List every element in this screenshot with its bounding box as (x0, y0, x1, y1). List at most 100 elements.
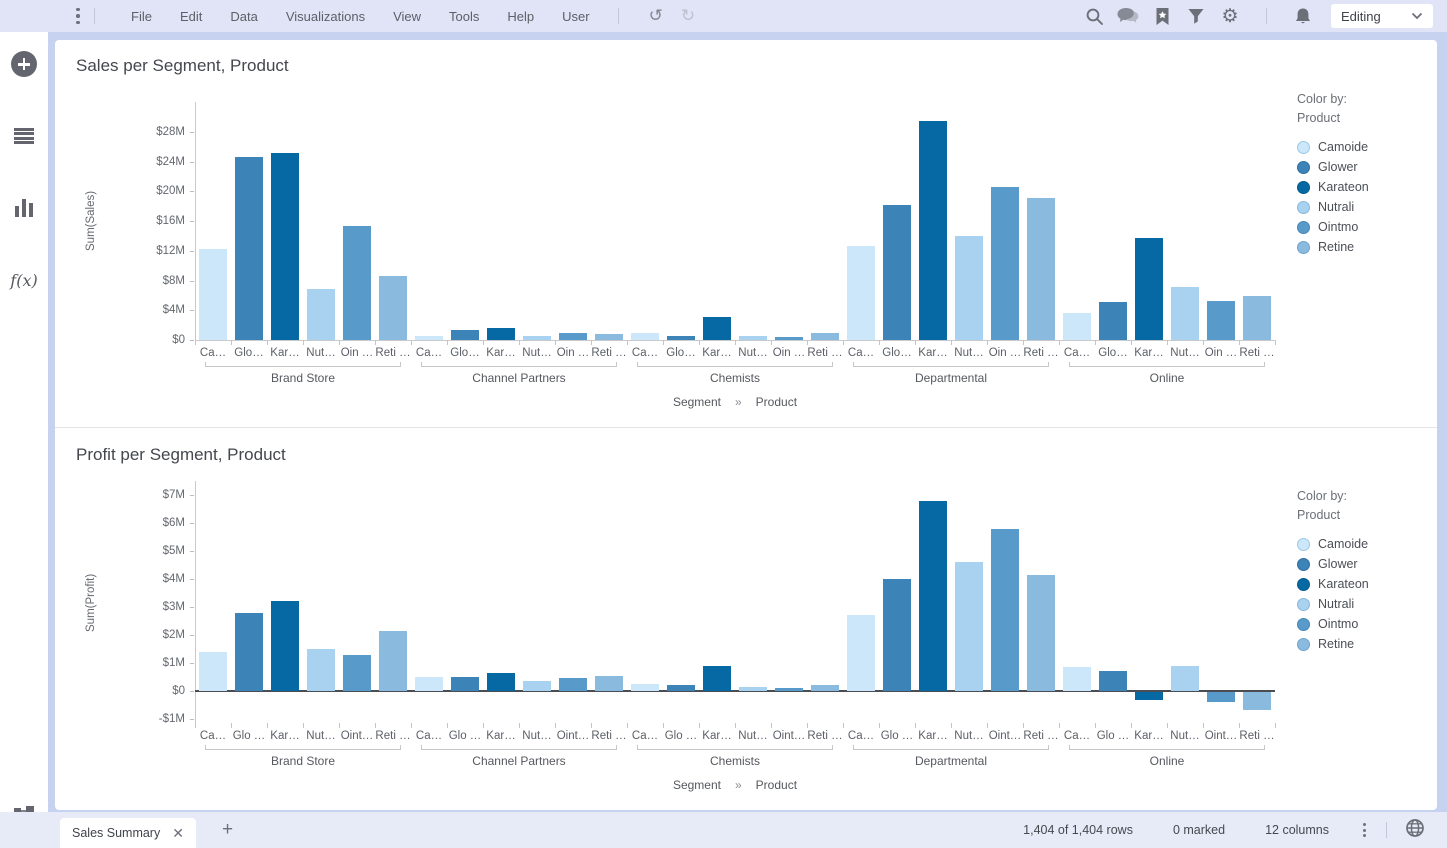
bar-karateon-channel-partners[interactable] (487, 672, 515, 691)
bar-karateon-chemists[interactable] (703, 665, 731, 691)
bar-karateon-online[interactable] (1135, 692, 1163, 701)
bar-glower-online[interactable] (1099, 671, 1127, 691)
legend-item-karateon[interactable]: Karateon (1297, 177, 1437, 197)
settings-gear-icon[interactable]: ⚙ (1221, 5, 1239, 27)
sales-chart-panel[interactable]: Sales per Segment, Product Sum(Sales) $0 $… (55, 40, 1437, 428)
bar-camoide-online[interactable] (1063, 667, 1091, 691)
bookmarks-icon[interactable] (1150, 4, 1174, 28)
bar-camoide-departmental[interactable] (847, 245, 875, 340)
bar-glower-brand-store[interactable] (235, 157, 263, 340)
legend-color-axis[interactable]: Product (1297, 111, 1341, 125)
menu-file[interactable]: File (131, 8, 152, 24)
visualization-types-icon[interactable] (0, 184, 48, 232)
bar-nutrali-departmental[interactable] (955, 562, 983, 691)
legend-item-ointmo[interactable]: Ointmo (1297, 217, 1437, 237)
bar-camoide-chemists[interactable] (631, 332, 659, 340)
bar-camoide-channel-partners[interactable] (415, 677, 443, 691)
bar-nutrali-online[interactable] (1171, 286, 1199, 340)
bar-nutrali-online[interactable] (1171, 665, 1199, 691)
legend-item-camoide[interactable]: Camoide (1297, 137, 1437, 157)
bar-glower-channel-partners[interactable] (451, 677, 479, 691)
add-page-icon[interactable]: + (221, 819, 234, 840)
bar-karateon-departmental[interactable] (919, 500, 947, 691)
menu-data[interactable]: Data (230, 8, 258, 24)
bar-camoide-brand-store[interactable] (199, 651, 227, 691)
menu-edit[interactable]: Edit (179, 8, 203, 24)
legend-item-glower[interactable]: Glower (1297, 157, 1437, 177)
bar-glower-online[interactable] (1099, 302, 1127, 340)
bar-karateon-channel-partners[interactable] (487, 328, 515, 340)
legend-item-camoide[interactable]: Camoide (1297, 534, 1437, 554)
legend-color-axis[interactable]: Product (1297, 508, 1341, 522)
bar-ointmo-departmental[interactable] (991, 186, 1019, 340)
bar-ointmo-brand-store[interactable] (343, 654, 371, 691)
bar-camoide-departmental[interactable] (847, 615, 875, 691)
globe-icon[interactable] (1393, 818, 1431, 843)
legend-item-retine[interactable]: Retine (1297, 237, 1437, 257)
bar-nutrali-chemists[interactable] (739, 686, 767, 691)
bar-retine-brand-store[interactable] (379, 276, 407, 340)
bar-retine-channel-partners[interactable] (595, 334, 623, 340)
comments-icon[interactable] (1116, 4, 1140, 28)
bar-glower-departmental[interactable] (883, 579, 911, 691)
bar-camoide-channel-partners[interactable] (415, 335, 443, 340)
bar-ointmo-chemists[interactable] (775, 688, 803, 691)
bar-karateon-brand-store[interactable] (271, 601, 299, 691)
bar-nutrali-channel-partners[interactable] (523, 335, 551, 340)
notifications-bell-icon[interactable] (1291, 4, 1315, 28)
menu-tools[interactable]: Tools (449, 8, 480, 24)
bar-glower-channel-partners[interactable] (451, 330, 479, 340)
bar-nutrali-brand-store[interactable] (307, 289, 335, 340)
bar-ointmo-brand-store[interactable] (343, 226, 371, 340)
functions-icon[interactable]: f(x) (10, 270, 38, 290)
legend-item-karateon[interactable]: Karateon (1297, 574, 1437, 594)
bar-retine-online[interactable] (1243, 692, 1271, 711)
menu-visualizations[interactable]: Visualizations (285, 8, 366, 24)
profit-chart-panel[interactable]: Profit per Segment, Product Sum(Profit) -… (55, 429, 1437, 810)
bar-nutrali-channel-partners[interactable] (523, 681, 551, 691)
bar-nutrali-brand-store[interactable] (307, 649, 335, 691)
bar-ointmo-channel-partners[interactable] (559, 333, 587, 340)
bar-ointmo-channel-partners[interactable] (559, 678, 587, 691)
menu-user[interactable]: User (562, 8, 590, 24)
bar-karateon-brand-store[interactable] (271, 152, 299, 340)
bar-retine-channel-partners[interactable] (595, 675, 623, 691)
bar-camoide-brand-store[interactable] (199, 248, 227, 340)
bar-camoide-online[interactable] (1063, 312, 1091, 340)
bar-karateon-online[interactable] (1135, 238, 1163, 340)
bar-retine-online[interactable] (1243, 296, 1271, 340)
bar-glower-chemists[interactable] (667, 336, 695, 340)
bar-glower-departmental[interactable] (883, 204, 911, 340)
filters-icon[interactable] (1184, 4, 1208, 28)
bar-nutrali-chemists[interactable] (739, 335, 767, 340)
status-kebab-menu-icon[interactable] (1349, 823, 1380, 837)
legend-item-ointmo[interactable]: Ointmo (1297, 614, 1437, 634)
bar-ointmo-online[interactable] (1207, 301, 1235, 340)
bar-ointmo-online[interactable] (1207, 692, 1235, 702)
editing-mode-dropdown[interactable]: Editing (1331, 4, 1433, 28)
bar-ointmo-departmental[interactable] (991, 528, 1019, 691)
legend-item-nutrali[interactable]: Nutrali (1297, 197, 1437, 217)
new-visualization-icon[interactable] (0, 40, 48, 88)
bar-ointmo-chemists[interactable] (775, 337, 803, 340)
bar-karateon-chemists[interactable] (703, 316, 731, 340)
page-tab-sales-summary[interactable]: Sales Summary ✕ (60, 818, 196, 848)
bar-retine-chemists[interactable] (811, 333, 839, 340)
bar-retine-brand-store[interactable] (379, 630, 407, 691)
menu-view[interactable]: View (393, 8, 422, 24)
bar-nutrali-departmental[interactable] (955, 235, 983, 340)
bar-retine-chemists[interactable] (811, 685, 839, 691)
bar-karateon-departmental[interactable] (919, 120, 947, 340)
bar-glower-chemists[interactable] (667, 685, 695, 691)
bar-retine-departmental[interactable] (1027, 574, 1055, 691)
legend-item-retine[interactable]: Retine (1297, 634, 1437, 654)
bar-camoide-chemists[interactable] (631, 684, 659, 691)
undo-icon[interactable]: ↺ (648, 6, 663, 25)
close-tab-icon[interactable]: ✕ (172, 824, 184, 841)
legend-item-glower[interactable]: Glower (1297, 554, 1437, 574)
search-icon[interactable] (1082, 4, 1106, 28)
legend-item-nutrali[interactable]: Nutrali (1297, 594, 1437, 614)
menu-help[interactable]: Help (507, 8, 535, 24)
app-kebab-menu-icon[interactable] (76, 7, 80, 25)
data-in-analysis-icon[interactable] (0, 112, 48, 160)
